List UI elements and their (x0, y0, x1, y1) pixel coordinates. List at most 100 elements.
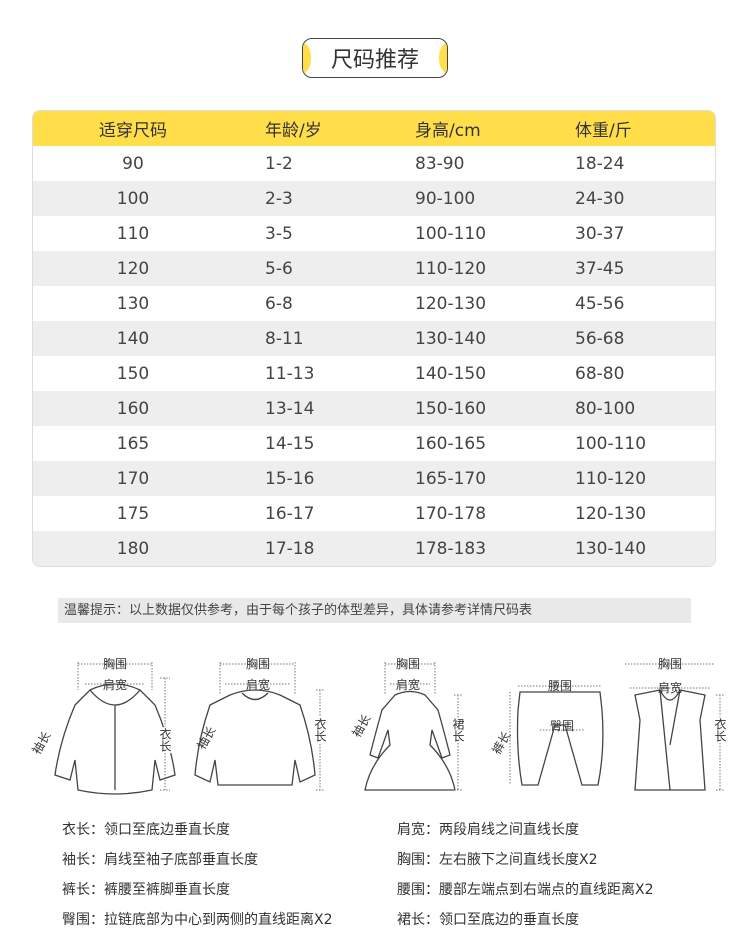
label-shoulder: 肩宽 (658, 680, 682, 695)
title-text: 尺码推荐 (330, 48, 419, 73)
label-chest: 胸围 (658, 656, 682, 671)
table-cell: 120-130 (575, 503, 647, 524)
label-shoulder: 肩宽 (103, 677, 127, 692)
label-length: 衣长 (158, 727, 172, 752)
measurement-definition: 裤长：裤腰至裤脚垂直长度 (62, 882, 230, 898)
table-cell: 140 (116, 328, 150, 349)
table-cell: 14-15 (265, 433, 315, 454)
table-row: 150 11-13 140-150 68-80 (33, 356, 715, 391)
table-row: 110 3-5 100-110 30-37 (33, 216, 715, 251)
table-cell: 16-17 (265, 503, 315, 524)
dress-illustration (364, 690, 456, 791)
table-cell: 130 (116, 293, 150, 314)
table-cell: 160-165 (415, 433, 487, 454)
table-row: 90 1-2 83-90 18-24 (33, 146, 715, 181)
table-row: 160 13-14 150-160 80-100 (33, 391, 715, 426)
table-cell: 150 (116, 363, 150, 384)
label-length: 衣长 (313, 717, 327, 742)
table-cell: 100 (116, 188, 150, 209)
measurement-definition: 裙长：领口至底边的垂直长度 (397, 912, 579, 928)
label-chest: 胸围 (103, 656, 127, 671)
table-cell: 56-68 (575, 328, 625, 349)
label-skirt-length: 裙长 (451, 718, 465, 742)
table-header: 适穿尺码 年龄/岁 身高/cm 体重/斤 (33, 111, 715, 146)
measurement-definition: 胸围：左右腋下之间直线长度X2 (397, 852, 598, 868)
table-cell: 110-120 (575, 468, 647, 489)
header-weight: 体重/斤 (575, 121, 632, 141)
table-cell: 165-170 (415, 468, 487, 489)
header-size: 适穿尺码 (99, 121, 167, 141)
measurement-definition: 腰围：腰部左端点到右端点的直线距离X2 (397, 882, 654, 898)
section-title: 尺码推荐 (302, 38, 448, 78)
label-waist: 腰围 (548, 679, 572, 693)
table-cell: 110-120 (415, 258, 487, 279)
table-cell: 15-16 (265, 468, 315, 489)
label-sleeve: 袖长 (349, 712, 374, 740)
table-cell: 45-56 (575, 293, 625, 314)
table-cell: 11-13 (265, 363, 315, 384)
table-cell: 165 (116, 433, 150, 454)
measurement-definition: 袖长：肩线至袖子底部垂直长度 (62, 852, 258, 868)
table-cell: 90 (122, 153, 144, 174)
table-row: 130 6-8 120-130 45-56 (33, 286, 715, 321)
table-cell: 170-178 (415, 503, 487, 524)
label-sleeve: 袖长 (194, 724, 219, 752)
sweater-illustration (194, 689, 316, 786)
table-cell: 175 (116, 503, 150, 524)
measurement-definition: 肩宽：两段肩线之间直线长度 (397, 822, 579, 838)
garment-diagrams: 胸围 肩宽 袖长 胸围 肩宽 袖长 胸围 肩宽 袖长 腰围 臀围 裤长 胸围 肩… (29, 656, 729, 795)
table-row: 100 2-3 90-100 24-30 (33, 181, 715, 216)
table-cell: 130-140 (415, 328, 487, 349)
table-row: 180 17-18 178-183 130-140 (33, 531, 715, 566)
header-age: 年龄/岁 (265, 121, 322, 141)
table-cell: 180 (116, 538, 150, 559)
table-cell: 2-3 (265, 188, 293, 209)
table-cell: 18-24 (575, 153, 625, 174)
table-cell: 120 (116, 258, 150, 279)
table-cell: 17-18 (265, 538, 315, 559)
label-chest: 胸围 (396, 656, 420, 671)
label-sleeve: 袖长 (29, 729, 54, 757)
measurement-definition: 衣长：领口至底边垂直长度 (62, 822, 230, 838)
table-cell: 1-2 (265, 153, 293, 174)
table-cell: 83-90 (415, 153, 465, 174)
table-cell: 8-11 (265, 328, 304, 349)
table-cell: 150-160 (415, 398, 487, 419)
table-cell: 5-6 (265, 258, 293, 279)
label-hip: 臀围 (550, 719, 574, 733)
table-cell: 68-80 (575, 363, 625, 384)
table-cell: 100-110 (575, 433, 647, 454)
hoodie-illustration (54, 683, 176, 795)
table-cell: 120-130 (415, 293, 487, 314)
table-cell: 160 (116, 398, 150, 419)
table-cell: 170 (116, 468, 150, 489)
title-decoration (303, 43, 311, 73)
table-cell: 30-37 (575, 223, 625, 244)
table-row: 120 5-6 110-120 37-45 (33, 251, 715, 286)
tip-banner: 温馨提示：以上数据仅供参考，由于每个孩子的体型差异，具体请参考详情尺码表 (58, 598, 691, 623)
table-cell: 140-150 (415, 363, 487, 384)
label-length: 衣长 (713, 717, 727, 742)
table-cell: 24-30 (575, 188, 625, 209)
size-table: 适穿尺码 年龄/岁 身高/cm 体重/斤 90 1-2 83-90 18-24 100 2… (32, 110, 716, 567)
table-cell: 178-183 (415, 538, 487, 559)
table-cell: 80-100 (575, 398, 636, 419)
table-row: 170 15-16 165-170 110-120 (33, 461, 715, 496)
table-cell: 130-140 (575, 538, 647, 559)
table-cell: 110 (116, 223, 150, 244)
pants-illustration (516, 691, 604, 786)
table-cell: 6-8 (265, 293, 293, 314)
label-shoulder: 肩宽 (246, 677, 270, 692)
label-shoulder: 肩宽 (396, 677, 420, 692)
table-cell: 37-45 (575, 258, 625, 279)
measurement-definition: 臀围：拉链底部为中心到两侧的直线距离X2 (62, 912, 333, 928)
label-chest: 胸围 (246, 656, 270, 671)
vest-illustration (634, 689, 706, 791)
table-row: 165 14-15 160-165 100-110 (33, 426, 715, 461)
table-row: 140 8-11 130-140 56-68 (33, 321, 715, 356)
table-cell: 90-100 (415, 188, 476, 209)
title-decoration (439, 43, 447, 73)
table-cell: 100-110 (415, 223, 487, 244)
header-height: 身高/cm (415, 121, 481, 141)
table-cell: 13-14 (265, 398, 315, 419)
